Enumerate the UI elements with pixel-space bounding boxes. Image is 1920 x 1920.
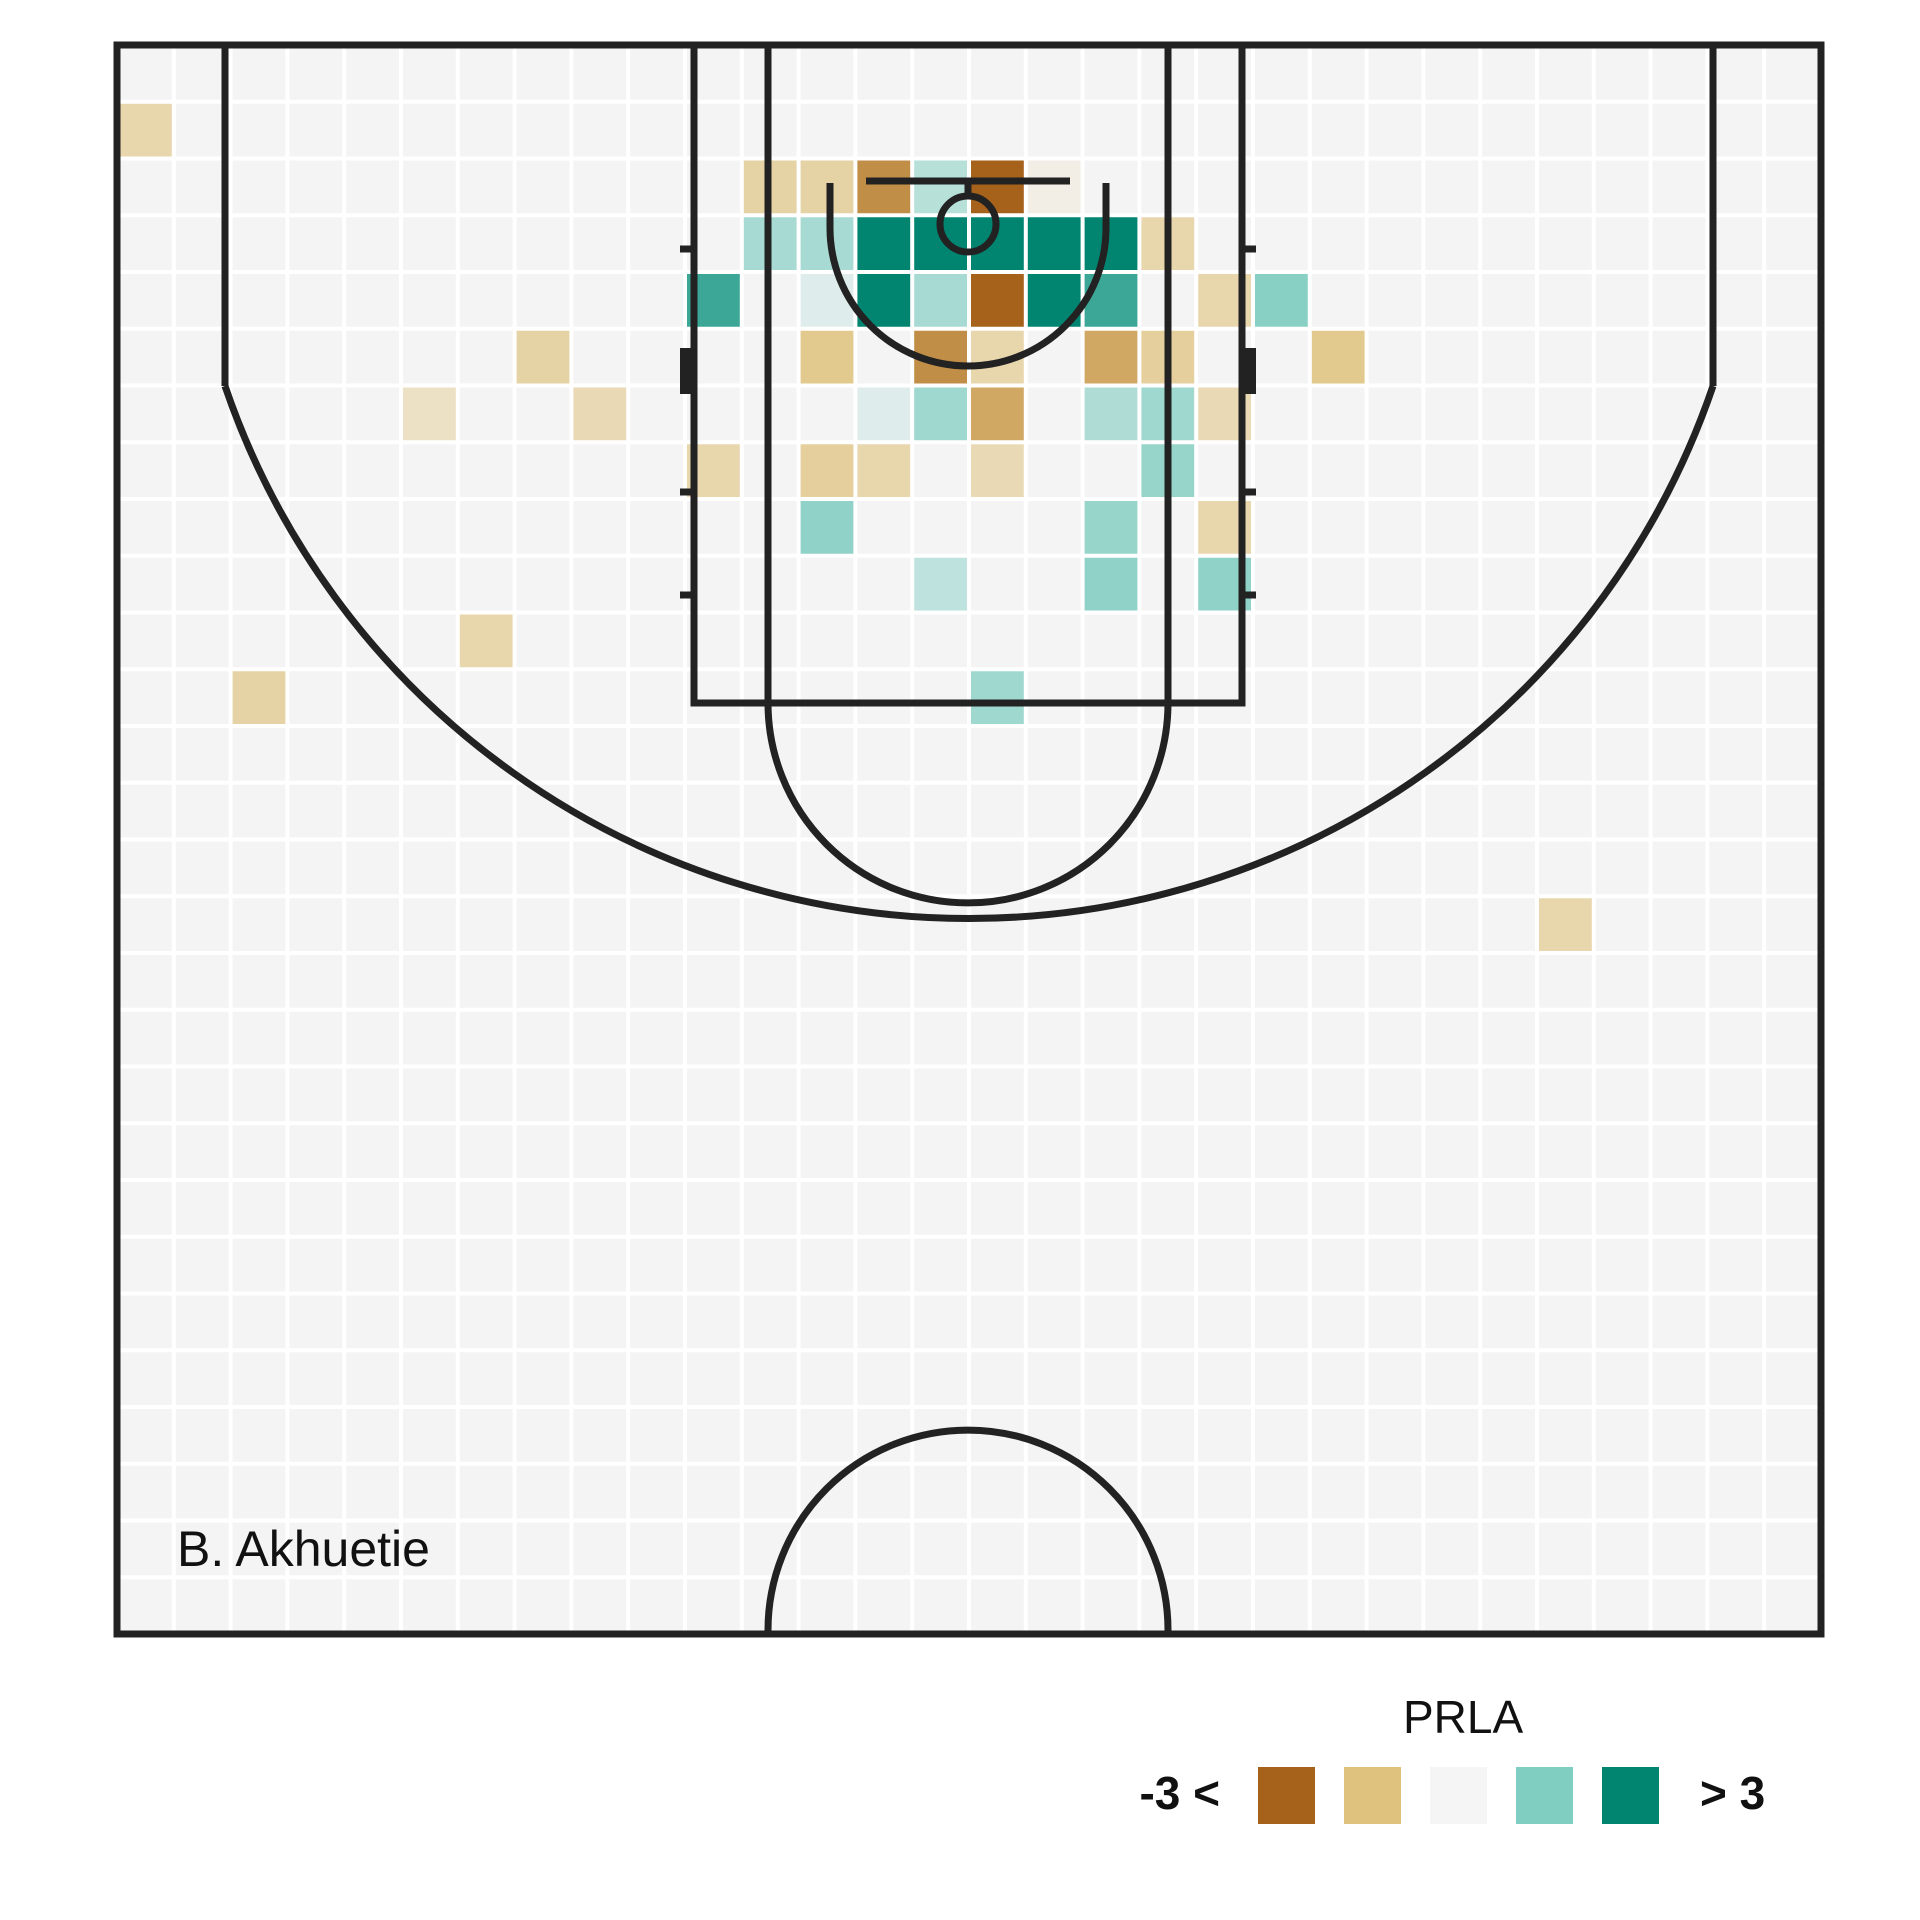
heatmap-cell — [855, 215, 913, 272]
heatmap-cell — [798, 328, 856, 386]
legend-swatch — [1344, 1767, 1401, 1824]
legend: PRLA -3 < > 3 — [1100, 1690, 1900, 1870]
heatmap-cell — [798, 442, 856, 499]
heatmap-cell — [798, 272, 856, 329]
heatmap-cell — [1082, 385, 1140, 443]
lane-block-left — [680, 348, 694, 394]
heatmap-cell — [798, 499, 856, 556]
heatmap-cell — [912, 555, 969, 613]
heatmap-cell — [969, 158, 1026, 216]
heatmap-cell — [1082, 555, 1140, 613]
heatmap-cell — [1082, 328, 1140, 386]
heatmap-cell — [912, 272, 969, 329]
heatmap-cell — [855, 385, 913, 443]
gridlines — [117, 45, 1821, 1634]
heatmap-cell — [1253, 272, 1310, 329]
heatmap-cell — [969, 385, 1026, 443]
heatmap-cell — [230, 669, 288, 726]
center-circle — [764, 1426, 1172, 1634]
heatmap-cell — [401, 385, 458, 443]
heatmap-cell — [1025, 158, 1083, 216]
free-throw-circle — [764, 702, 1172, 907]
player-name: B. Akhuetie — [177, 1521, 430, 1577]
heatmap-cell — [571, 385, 629, 443]
heatmap-cell — [1025, 215, 1083, 272]
lane-block-right — [1242, 348, 1256, 394]
heatmap-cell — [514, 328, 572, 386]
heatmap-cell — [855, 158, 913, 216]
legend-swatch — [1430, 1767, 1487, 1824]
legend-swatch — [1258, 1767, 1315, 1824]
heatmap-cell — [117, 101, 174, 159]
heatmap-cell — [1082, 272, 1140, 329]
legend-swatch — [1516, 1767, 1573, 1824]
restricted-area — [826, 183, 1110, 370]
rim — [936, 192, 1000, 256]
heatmap-cell — [912, 385, 969, 443]
legend-low-label: -3 < — [1139, 1767, 1220, 1819]
three-point-arc — [221, 384, 1717, 923]
heatmap-cell — [969, 669, 1026, 726]
heatmap-cell — [855, 442, 913, 499]
heatmap-cell — [1082, 215, 1140, 272]
heatmap-cell — [912, 158, 969, 216]
heatmap-cell — [1082, 499, 1140, 556]
heatmap-cell — [457, 612, 515, 670]
heatmap-cell — [969, 442, 1026, 499]
heatmap-cell — [969, 272, 1026, 329]
legend-title: PRLA — [1403, 1691, 1524, 1743]
legend-high-label: > 3 — [1700, 1767, 1766, 1819]
heatmap-cell — [1309, 328, 1367, 386]
heatmap-cell — [1537, 896, 1594, 953]
legend-swatch — [1602, 1767, 1659, 1824]
